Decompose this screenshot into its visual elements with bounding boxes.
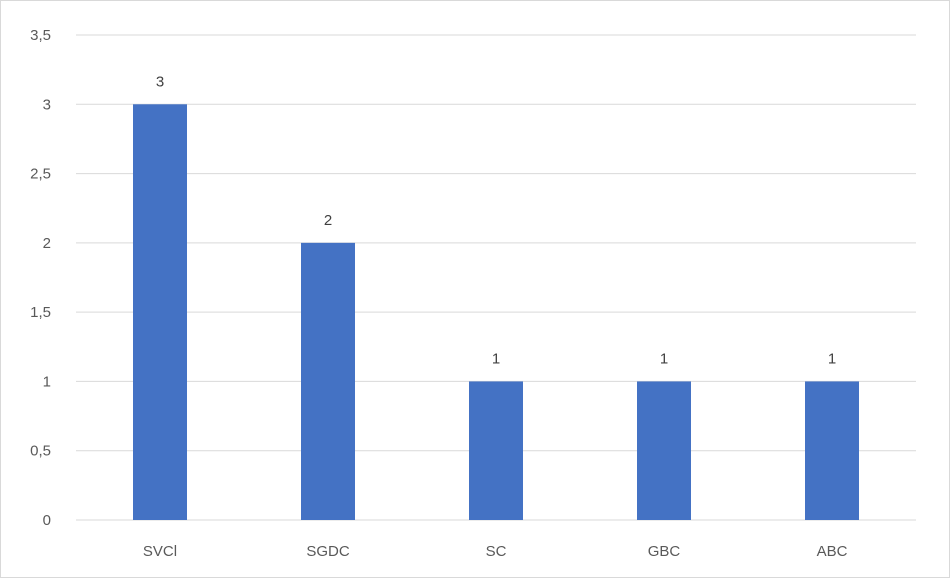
- data-labels: 3 2 1 1 1: [156, 73, 836, 367]
- x-category-label: SVCl: [143, 543, 177, 560]
- y-tick-label: 0,5: [30, 443, 51, 460]
- y-axis-tick-labels: 0 0,5 1 1,5 2 2,5 3 3,5: [30, 27, 51, 529]
- data-label: 1: [492, 350, 500, 367]
- bars: [133, 104, 859, 521]
- y-tick-label: 2,5: [30, 166, 51, 183]
- x-category-label: SGDC: [306, 543, 350, 560]
- bar-abc: [805, 381, 859, 520]
- data-label: 3: [156, 73, 164, 90]
- bar-gbc: [637, 381, 691, 520]
- bar-svcl: [133, 104, 187, 521]
- x-category-label: ABC: [817, 543, 848, 560]
- y-tick-label: 3,5: [30, 27, 51, 44]
- bar-sgdc: [301, 242, 355, 520]
- x-category-label: GBC: [648, 543, 681, 560]
- y-tick-label: 1: [43, 373, 51, 390]
- x-category-label: SC: [486, 543, 507, 560]
- y-tick-label: 2: [43, 235, 51, 252]
- data-label: 1: [660, 350, 668, 367]
- y-tick-label: 0: [43, 512, 51, 529]
- bar-sc: [469, 381, 523, 520]
- data-label: 1: [828, 350, 836, 367]
- y-tick-label: 3: [43, 96, 51, 113]
- data-label: 2: [324, 212, 332, 229]
- y-tick-label: 1,5: [30, 304, 51, 321]
- x-axis-category-labels: SVCl SGDC SC GBC ABC: [143, 543, 848, 560]
